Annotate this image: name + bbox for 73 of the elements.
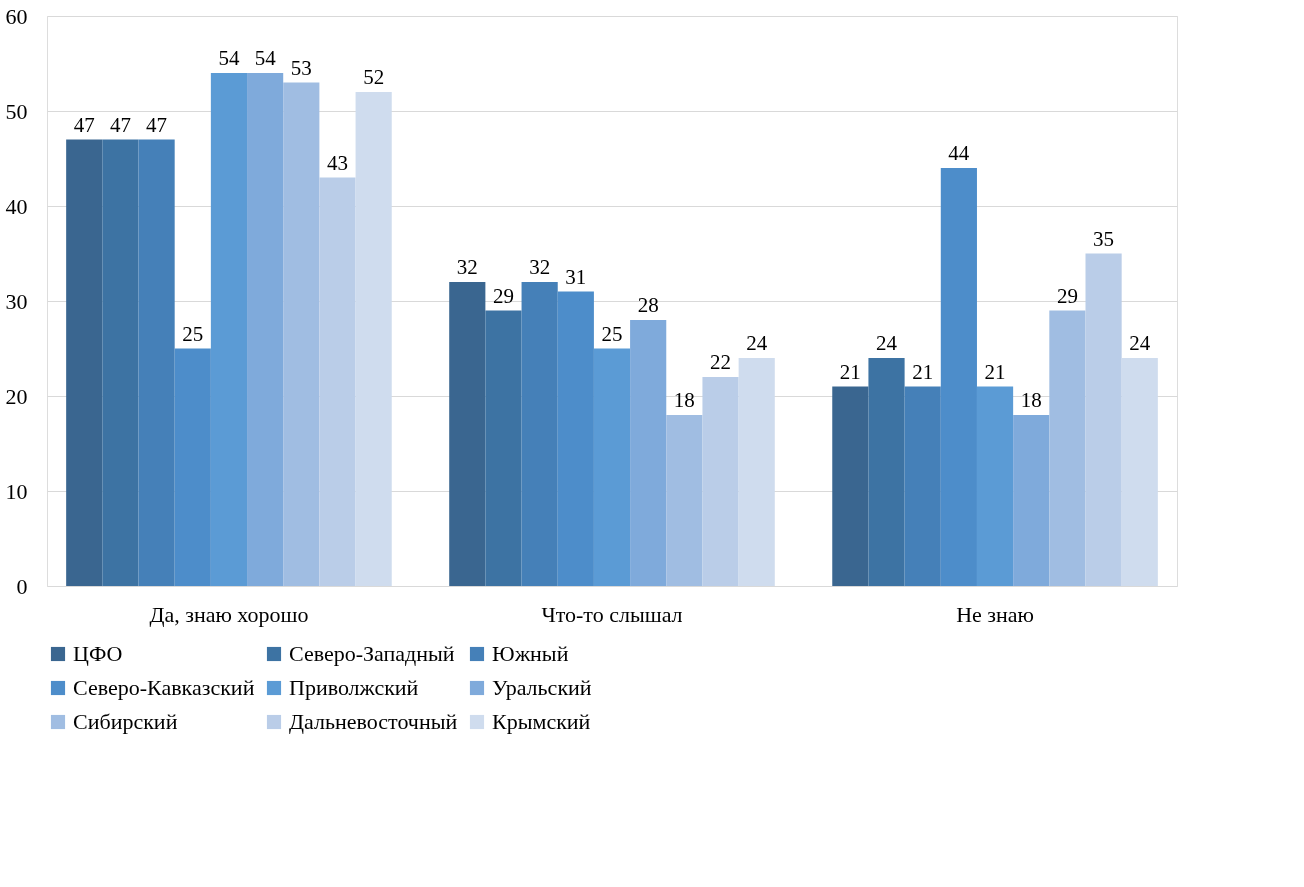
bar — [247, 73, 284, 586]
bar — [702, 377, 739, 586]
legend-label: Дальневосточный — [289, 709, 458, 734]
bar — [832, 386, 869, 586]
data-label: 47 — [146, 112, 168, 137]
y-tick-label: 60 — [5, 3, 28, 29]
data-label: 52 — [363, 65, 385, 89]
x-tick-label: Что-то слышал — [541, 601, 683, 627]
bar — [319, 177, 356, 586]
bar — [940, 168, 977, 586]
data-label: 47 — [73, 112, 95, 137]
bar — [1013, 415, 1050, 586]
bar — [283, 82, 320, 586]
data-label: 32 — [529, 255, 551, 279]
bar — [355, 92, 392, 586]
bar — [1085, 253, 1122, 586]
bar — [666, 415, 703, 586]
bar — [210, 73, 248, 586]
legend-label: Южный — [492, 641, 569, 666]
bar — [904, 386, 941, 586]
bar — [1049, 310, 1086, 586]
bar — [1121, 358, 1158, 586]
data-label: 53 — [290, 55, 312, 80]
data-label: 24 — [746, 331, 768, 355]
data-label: 22 — [710, 350, 732, 374]
bar — [868, 358, 905, 586]
y-tick-label: 10 — [5, 478, 28, 504]
legend-label: ЦФО — [73, 641, 123, 666]
y-tick-label: 20 — [5, 383, 28, 409]
legend-label: Крымский — [492, 709, 591, 734]
data-label: 32 — [456, 255, 478, 279]
data-label: 21 — [984, 359, 1006, 384]
data-label: 21 — [839, 359, 861, 384]
bar — [557, 291, 594, 586]
data-label: 31 — [565, 264, 587, 289]
data-label: 43 — [326, 150, 348, 175]
bar — [102, 139, 139, 586]
bar — [138, 139, 175, 586]
data-label: 25 — [182, 321, 204, 346]
data-label: 54 — [254, 46, 277, 70]
bar — [593, 348, 631, 586]
data-label: 47 — [109, 112, 131, 137]
y-tick-label: 50 — [5, 98, 28, 124]
bar — [449, 282, 486, 586]
data-label: 21 — [912, 359, 934, 384]
legend-label: Уральский — [492, 675, 592, 700]
data-label: 18 — [673, 388, 695, 412]
data-label: 44 — [948, 141, 970, 165]
bar — [738, 358, 775, 586]
bar — [174, 348, 211, 586]
x-tick-label: Да, знаю хорошо — [149, 601, 309, 627]
legend-label: Сибирский — [73, 709, 178, 734]
legend-label: Приволжский — [289, 675, 419, 700]
bar — [66, 139, 103, 586]
y-tick-label: 40 — [5, 193, 28, 219]
data-label: 29 — [1056, 283, 1078, 308]
legend-label: Северо-Западный — [289, 641, 455, 666]
data-label: 28 — [637, 293, 659, 317]
bar — [521, 282, 558, 586]
bar — [630, 320, 667, 586]
y-tick-label: 30 — [5, 288, 28, 314]
y-tick-label: 0 — [16, 573, 28, 599]
bar — [976, 386, 1014, 586]
data-label: 54 — [218, 46, 240, 70]
data-label: 35 — [1093, 226, 1115, 251]
data-label: 25 — [601, 321, 623, 346]
x-tick-label: Не знаю — [956, 601, 1034, 627]
data-label: 24 — [876, 331, 898, 355]
data-label: 29 — [492, 283, 514, 308]
data-label: 24 — [1129, 331, 1151, 355]
data-label: 18 — [1020, 388, 1042, 412]
bar — [485, 310, 522, 586]
legend-label: Северо-Кавказский — [73, 675, 255, 700]
